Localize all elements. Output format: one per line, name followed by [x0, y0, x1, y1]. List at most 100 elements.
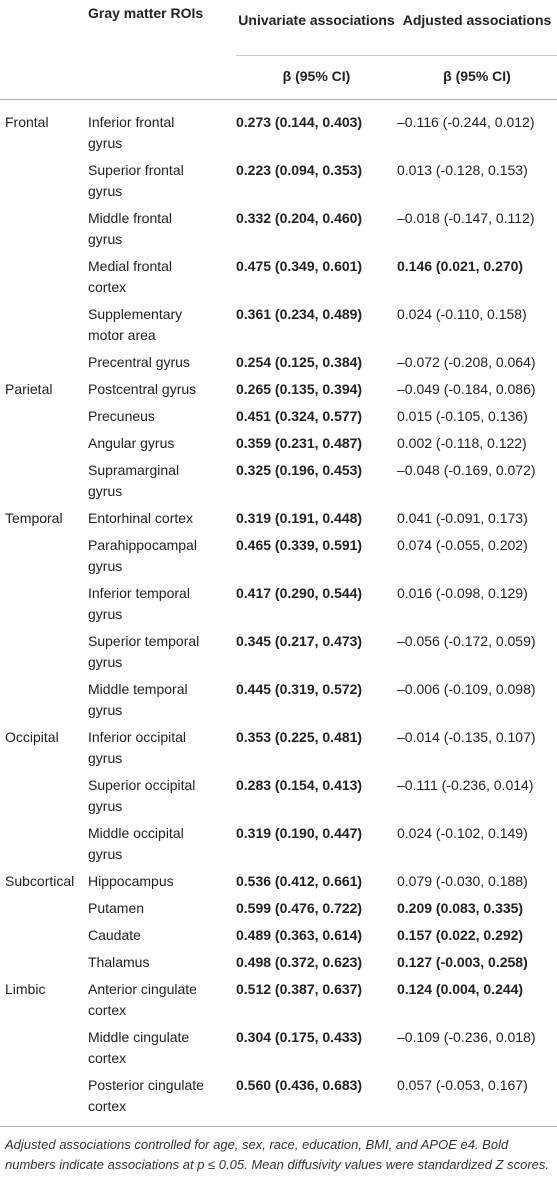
- table-row: Superior frontal gyrus 0.223 (0.094, 0.35…: [0, 157, 557, 205]
- table-row: Middle occipital gyrus 0.319 (0.190, 0.44…: [0, 820, 557, 868]
- adjusted-cell: 0.074 (-0.055, 0.202): [397, 537, 528, 553]
- group-cell: [0, 949, 88, 976]
- roi-cell: Middle cingulate cortex: [88, 1029, 190, 1066]
- table-row: Thalamus 0.498 (0.372, 0.623) 0.127 (-0.00…: [0, 949, 557, 976]
- univariate-cell: 0.265 (0.135, 0.394): [236, 381, 363, 397]
- adjusted-cell: 0.024 (-0.110, 0.158): [397, 306, 527, 322]
- group-cell: [0, 580, 88, 628]
- univariate-cell: 0.599 (0.476, 0.722): [236, 900, 363, 916]
- header-cell: [88, 56, 236, 100]
- univariate-cell: 0.498 (0.372, 0.623): [236, 954, 363, 970]
- group-cell: [0, 628, 88, 676]
- univariate-cell: 0.451 (0.324, 0.577): [236, 408, 363, 424]
- table-row: Temporal Entorhinal cortex 0.319 (0.191, 0…: [0, 505, 557, 532]
- adjusted-cell: 0.157 (0.022, 0.292): [397, 927, 524, 943]
- table-row: Parietal Postcentral gyrus 0.265 (0.135, 0…: [0, 376, 557, 403]
- univariate-cell: 0.319 (0.191, 0.448): [236, 510, 363, 526]
- adjusted-cell: 0.079 (-0.030, 0.188): [397, 873, 528, 889]
- adjusted-cell: –0.116 (-0.244, 0.012): [397, 114, 535, 130]
- roi-cell: Precentral gyrus: [88, 354, 190, 370]
- header-cell: [0, 0, 88, 56]
- group-cell: [0, 1024, 88, 1072]
- table-row: Medial frontal cortex 0.475 (0.349, 0.601…: [0, 253, 557, 301]
- group-cell: Parietal: [5, 381, 53, 397]
- roi-cell: Superior temporal gyrus: [88, 633, 200, 670]
- roi-cell: Postcentral gyrus: [88, 381, 197, 397]
- adjusted-cell: –0.072 (-0.208, 0.064): [397, 354, 536, 370]
- table-row: Middle temporal gyrus 0.445 (0.319, 0.572…: [0, 676, 557, 724]
- table-row: Angular gyrus 0.359 (0.231, 0.487) 0.002 (…: [0, 430, 557, 457]
- univariate-cell: 0.325 (0.196, 0.453): [236, 462, 363, 478]
- group-cell: [0, 403, 88, 430]
- roi-cell: Anterior cingulate cortex: [88, 981, 197, 1018]
- adjusted-cell: 0.013 (-0.128, 0.153): [397, 162, 528, 178]
- table-row: Subcortical Hippocampus 0.536 (0.412, 0.66…: [0, 868, 557, 895]
- univariate-cell: 0.512 (0.387, 0.637): [236, 981, 363, 997]
- table-row: Superior occipital gyrus 0.283 (0.154, 0.…: [0, 772, 557, 820]
- univariate-cell: 0.489 (0.363, 0.614): [236, 927, 363, 943]
- univariate-cell: 0.254 (0.125, 0.384): [236, 354, 363, 370]
- table-row: Supplementary motor area 0.361 (0.234, 0.…: [0, 301, 557, 349]
- group-cell: [0, 205, 88, 253]
- adjusted-cell: –0.014 (-0.135, 0.107): [397, 729, 536, 745]
- group-cell: Occipital: [5, 729, 59, 745]
- roi-cell: Medial frontal cortex: [88, 258, 173, 295]
- adjusted-cell: –0.049 (-0.184, 0.086): [397, 381, 536, 397]
- univariate-cell: 0.283 (0.154, 0.413): [236, 777, 363, 793]
- univariate-cell: 0.273 (0.144, 0.403): [236, 114, 363, 130]
- footnote: Adjusted associations controlled for age…: [5, 1137, 550, 1172]
- group-cell: [0, 301, 88, 349]
- header-cell: [0, 56, 88, 100]
- group-cell: [0, 532, 88, 580]
- roi-cell: Inferior frontal gyrus: [88, 114, 175, 151]
- univariate-cell: 0.417 (0.290, 0.544): [236, 585, 363, 601]
- group-cell: [0, 676, 88, 724]
- table-row: Superior temporal gyrus 0.345 (0.217, 0.4…: [0, 628, 557, 676]
- group-cell: [0, 1072, 88, 1127]
- table-row: Frontal Inferior frontal gyrus 0.273 (0.14…: [0, 100, 557, 158]
- adjusted-cell: –0.056 (-0.172, 0.059): [397, 633, 536, 649]
- table-row: Putamen 0.599 (0.476, 0.722) 0.209 (0.083,…: [0, 895, 557, 922]
- header-cell: Univariate associations: [238, 12, 395, 28]
- table-row: Precuneus 0.451 (0.324, 0.577) 0.015 (-0.1…: [0, 403, 557, 430]
- roi-cell: Precuneus: [88, 408, 155, 424]
- roi-cell: Entorhinal cortex: [88, 510, 194, 526]
- group-cell: [0, 820, 88, 868]
- univariate-cell: 0.536 (0.412, 0.661): [236, 873, 363, 889]
- header-cell: Adjusted associations: [402, 12, 552, 28]
- group-cell: [0, 922, 88, 949]
- univariate-cell: 0.465 (0.339, 0.591): [236, 537, 363, 553]
- header-cell: β (95% CI): [236, 55, 397, 100]
- univariate-cell: 0.445 (0.319, 0.572): [236, 681, 363, 697]
- table-row: Caudate 0.489 (0.363, 0.614) 0.157 (0.022,…: [0, 922, 557, 949]
- header-cell: Gray matter ROIs: [88, 5, 204, 21]
- header-row: Gray matter ROIs Univariate associations…: [0, 0, 557, 56]
- univariate-cell: 0.304 (0.175, 0.433): [236, 1029, 363, 1045]
- univariate-cell: 0.475 (0.349, 0.601): [236, 258, 363, 274]
- roi-cell: Superior occipital gyrus: [88, 777, 196, 814]
- adjusted-cell: –0.006 (-0.109, 0.098): [397, 681, 536, 697]
- adjusted-cell: 0.041 (-0.091, 0.173): [397, 510, 528, 526]
- table-row: Inferior temporal gyrus 0.417 (0.290, 0.5…: [0, 580, 557, 628]
- table-row: Parahippocampal gyrus 0.465 (0.339, 0.591…: [0, 532, 557, 580]
- group-cell: [0, 772, 88, 820]
- table-row: Supramarginal gyrus 0.325 (0.196, 0.453) –…: [0, 457, 557, 505]
- univariate-cell: 0.560 (0.436, 0.683): [236, 1077, 363, 1093]
- univariate-cell: 0.223 (0.094, 0.353): [236, 162, 363, 178]
- group-cell: [0, 457, 88, 505]
- adjusted-cell: 0.024 (-0.102, 0.149): [397, 825, 528, 841]
- table-row: Posterior cingulate cortex 0.560 (0.436, …: [0, 1072, 557, 1127]
- adjusted-cell: 0.124 (0.004, 0.244): [397, 981, 524, 997]
- adjusted-cell: –0.018 (-0.147, 0.112): [397, 210, 535, 226]
- table-row: Middle frontal gyrus 0.332 (0.204, 0.460)…: [0, 205, 557, 253]
- roi-cell: Posterior cingulate cortex: [88, 1077, 204, 1114]
- group-cell: [0, 895, 88, 922]
- adjusted-cell: 0.016 (-0.098, 0.129): [397, 585, 528, 601]
- univariate-cell: 0.319 (0.190, 0.447): [236, 825, 363, 841]
- table-body: Frontal Inferior frontal gyrus 0.273 (0.14…: [0, 100, 557, 1127]
- univariate-cell: 0.353 (0.225, 0.481): [236, 729, 363, 745]
- group-cell: Temporal: [5, 510, 63, 526]
- adjusted-cell: 0.015 (-0.105, 0.136): [397, 408, 528, 424]
- group-cell: [0, 430, 88, 457]
